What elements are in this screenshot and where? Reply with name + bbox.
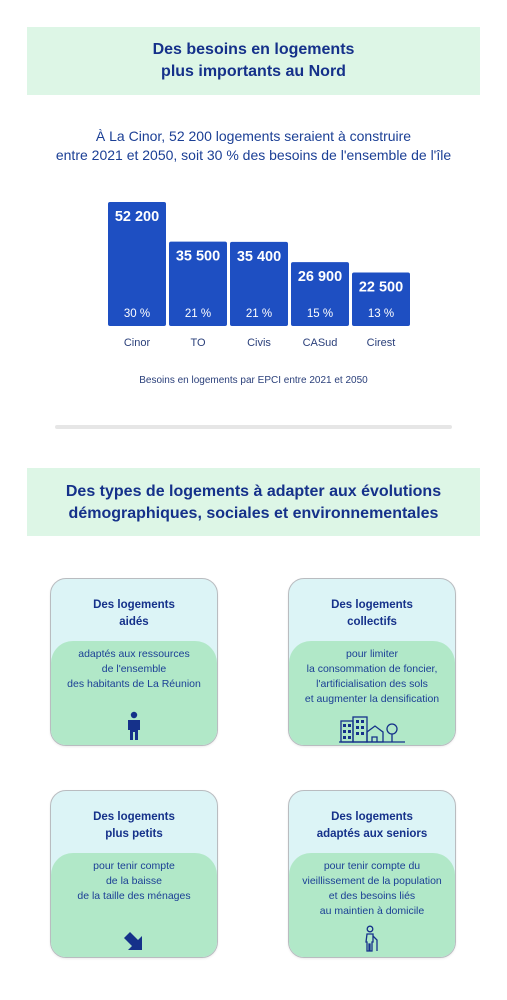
bar-value-label: 35 400 <box>237 249 281 265</box>
card-title: Des logements adaptés aux seniors <box>289 809 455 843</box>
bar-share-label: 21 % <box>246 308 272 320</box>
card-body-line: l'artificialisation des sols <box>316 678 428 690</box>
card-title-line-2: adaptés aux seniors <box>316 828 428 840</box>
chart-subtitle: À La Cinor, 52 200 logements seraient à … <box>0 127 507 165</box>
bar-share-label: 13 % <box>368 308 394 320</box>
section-2-title-line-2: démographiques, sociales et environnemen… <box>68 505 439 522</box>
subtitle-line-1: À La Cinor, 52 200 logements seraient à … <box>95 128 412 144</box>
card-title-line-1: Des logements <box>331 599 413 611</box>
card-body-line: des habitants de La Réunion <box>67 678 201 690</box>
bar-value-label: 35 500 <box>176 249 220 265</box>
card-title-line-2: aidés <box>119 616 149 628</box>
bar-casud <box>291 262 349 326</box>
card-body-line: pour limiter <box>346 648 398 660</box>
card-title-line-1: Des logements <box>93 811 175 823</box>
bar-cinor <box>108 202 166 326</box>
buildings-icon <box>339 716 405 743</box>
person-icon <box>128 711 140 740</box>
bar-share-label: 15 % <box>307 308 333 320</box>
card-body-line: de la taille des ménages <box>77 890 191 902</box>
card-body-line: pour tenir compte du <box>323 860 421 872</box>
bar-civis <box>230 241 288 326</box>
card-body-line: adaptés aux ressources <box>78 648 190 660</box>
subtitle-line-2: entre 2021 et 2050, soit 30 % des besoin… <box>55 147 452 163</box>
card-title-line-1: Des logements <box>331 811 413 823</box>
card-title-line-2: plus petits <box>105 828 163 840</box>
card-body-line: pour tenir compte <box>93 860 175 872</box>
bars-group: 52 200 30 % Cinor 35 500 21 % TO 35 400 21 % Civ… <box>108 202 410 349</box>
section-title-line-2: plus importants au Nord <box>161 63 346 80</box>
card-body-line: vieillissement de la population <box>302 875 442 887</box>
card-logements-collectifs: Des logements collectifs pour limiter la… <box>288 578 456 746</box>
bar-to <box>169 241 227 326</box>
arrow-down-right-icon <box>124 932 142 950</box>
bar-chart: 52 200 30 % Cinor 35 500 21 % TO 35 400 21 % Civ… <box>108 202 410 349</box>
card-body-line: et des besoins liés <box>328 890 416 902</box>
section-title-line-1: Des besoins en logements <box>152 41 355 58</box>
card-title-line-1: Des logements <box>93 599 175 611</box>
card-body-line: de l'ensemble <box>101 663 167 675</box>
card-logements-aides: Des logements aidés adaptés aux ressourc… <box>50 578 218 746</box>
section-title-banner-2: Des types de logements à adapter aux évo… <box>27 468 480 536</box>
bar-share-label: 21 % <box>185 308 211 320</box>
card-title-line-2: collectifs <box>347 616 397 628</box>
bar-value-label: 22 500 <box>359 280 403 296</box>
section-divider <box>55 425 452 429</box>
card-body-line: et augmenter la densification <box>304 693 440 705</box>
elderly-person-icon <box>365 925 378 952</box>
bar-value-label: 52 200 <box>115 209 159 225</box>
category-label: CASud <box>303 337 338 349</box>
card-title: Des logements plus petits <box>51 809 217 843</box>
card-body-line: la consommation de foncier, <box>306 663 438 675</box>
card-logements-plus-petits: Des logements plus petits pour tenir com… <box>50 790 218 958</box>
section-2-title-line-1: Des types de logements à adapter aux évo… <box>65 483 442 500</box>
card-body-line: au maintien à domicile <box>319 905 425 917</box>
card-logements-seniors: Des logements adaptés aux seniors pour t… <box>288 790 456 958</box>
card-title: Des logements collectifs <box>289 597 455 631</box>
bar-cirest <box>352 272 410 326</box>
section-title-banner: Des besoins en logements plus importants… <box>27 27 480 95</box>
card-body: pour tenir compte du vieillissement de l… <box>289 853 455 957</box>
bar-value-label: 26 900 <box>298 269 342 285</box>
card-body-line: de la baisse <box>105 875 163 887</box>
category-label: Civis <box>247 337 271 349</box>
bar-share-label: 30 % <box>124 308 150 320</box>
chart-caption: Besoins en logements par EPCI entre 2021… <box>139 375 368 386</box>
card-title: Des logements aidés <box>51 597 217 631</box>
category-label: Cirest <box>367 337 396 349</box>
category-label: TO <box>190 337 206 349</box>
category-label: Cinor <box>124 337 151 349</box>
